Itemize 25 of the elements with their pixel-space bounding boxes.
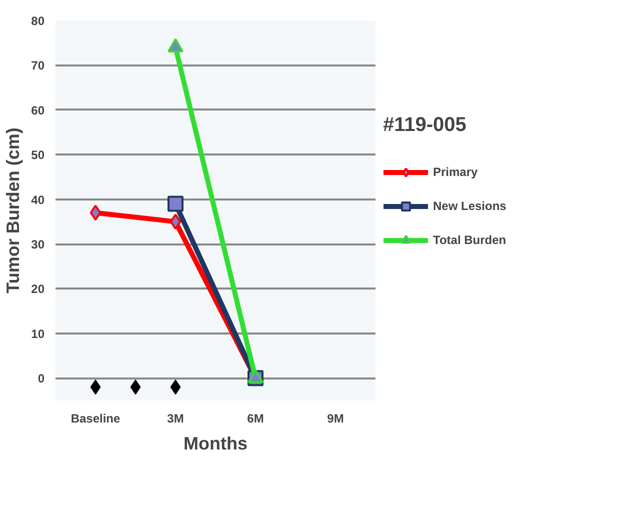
legend-label: Primary <box>433 165 478 179</box>
y-tick-label: 70 <box>31 58 45 73</box>
y-tick-label: 80 <box>31 14 45 28</box>
y-tick-label: 40 <box>31 192 45 207</box>
point <box>90 380 101 395</box>
y-tick-label: 20 <box>31 282 45 296</box>
legend-label: Total Burden <box>433 233 506 247</box>
text: #119-005 <box>383 114 468 137</box>
y-axis-title: Tumor Burden (cm) <box>3 128 24 294</box>
point <box>90 204 102 221</box>
y-tick-label: 0 <box>38 372 45 386</box>
y-tick-label: 50 <box>31 148 45 162</box>
point <box>130 380 141 395</box>
legend-label: New Lesions <box>433 199 506 213</box>
x-tick-label: Baseline <box>70 412 121 426</box>
y-tick-label: 30 <box>31 238 45 252</box>
x-tick-label: 9M <box>327 412 344 426</box>
y-tick-label: 10 <box>31 326 45 341</box>
x-tick-label: 6M <box>247 412 264 426</box>
point <box>168 196 184 212</box>
point <box>170 214 182 230</box>
x-axis-title: Months <box>184 434 248 454</box>
x-tick-label: 3M <box>167 412 184 426</box>
y-tick-label: 60 <box>31 103 45 118</box>
point <box>170 380 181 395</box>
